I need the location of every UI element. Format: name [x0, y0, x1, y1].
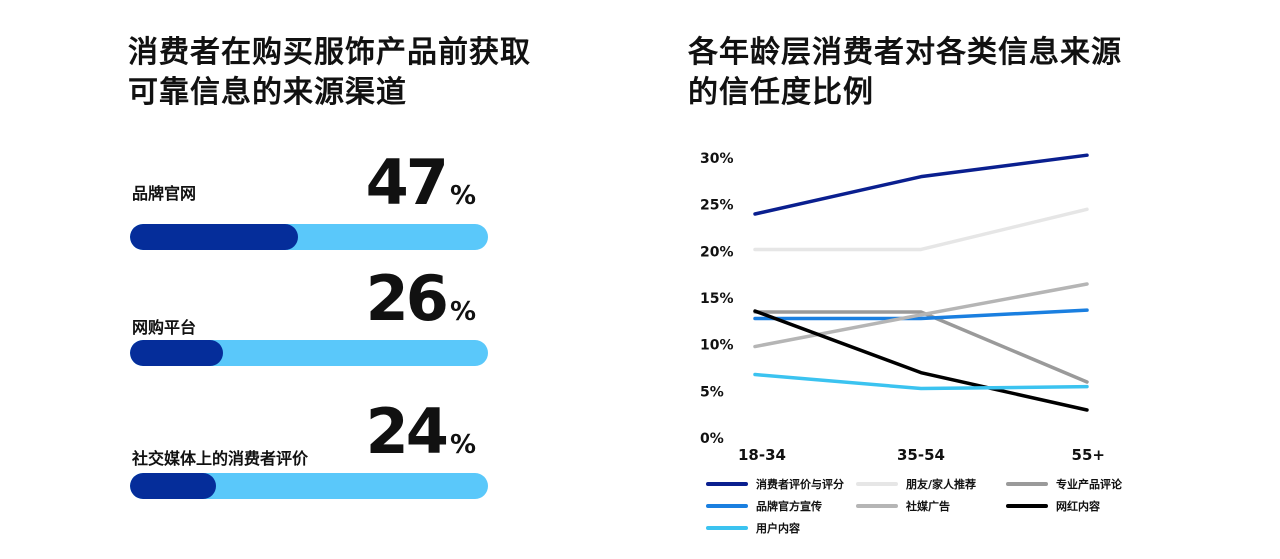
y-tick-label: 5%	[700, 384, 724, 400]
legend-swatch	[1006, 482, 1048, 486]
metric-number: 47	[365, 146, 449, 219]
legend-item: 社媒广告	[856, 498, 950, 514]
series-line-5	[753, 309, 1089, 412]
y-tick-label: 25%	[700, 198, 734, 214]
legend-swatch	[706, 504, 748, 508]
legend-item: 朋友/家人推荐	[856, 476, 976, 492]
metric-label: 社交媒体上的消费者评价	[132, 449, 309, 468]
y-tick-label: 20%	[700, 244, 734, 260]
legend-label: 网红内容	[1056, 500, 1100, 513]
legend-label: 用户内容	[756, 522, 800, 535]
x-tick-label: 35-54	[897, 446, 945, 464]
metric-label: 网购平台	[132, 318, 197, 337]
progress-track	[130, 473, 488, 499]
x-tick-label: 55+	[1072, 446, 1105, 464]
series-line-4	[753, 282, 1089, 349]
left-chart-title: 消费者在购买服饰产品前获取可靠信息的来源渠道	[128, 35, 531, 110]
legend-item: 品牌官方宣传	[706, 498, 822, 514]
legend-swatch	[1006, 504, 1048, 508]
metric-online-shopping: 网购平台 26%	[130, 256, 488, 366]
progress-fill	[130, 473, 216, 499]
metric-value: 24%	[366, 401, 476, 463]
metric-social-reviews: 社交媒体上的消费者评价 24%	[130, 389, 488, 499]
y-tick-label: 15%	[700, 291, 734, 307]
x-tick-label: 18-34	[738, 446, 786, 464]
legend-label: 社媒广告	[906, 500, 950, 513]
series-line-6	[753, 372, 1089, 391]
metric-brand-website: 品牌官网 47%	[130, 140, 488, 250]
legend-swatch	[856, 504, 898, 508]
metric-number: 24	[365, 395, 449, 468]
trust-line-chart: 0% 5% 10% 15% 20% 25% 30% 18-34 35-54 55+	[700, 151, 1105, 464]
y-tick-label: 10%	[700, 338, 734, 354]
metric-unit: %	[449, 297, 476, 327]
progress-fill	[130, 340, 224, 366]
metric-number: 26	[365, 262, 449, 335]
legend-item: 用户内容	[706, 520, 800, 536]
legend-label: 品牌官方宣传	[756, 500, 822, 513]
metric-value: 26%	[366, 268, 476, 330]
legend-label: 专业产品评论	[1056, 478, 1122, 491]
legend-label: 消费者评价与评分	[756, 478, 844, 491]
series-line-3	[753, 308, 1089, 321]
series-line-1	[753, 207, 1089, 252]
progress-fill	[130, 224, 299, 250]
legend-label: 朋友/家人推荐	[906, 478, 977, 491]
progress-track	[130, 340, 488, 366]
legend-item: 消费者评价与评分	[706, 476, 844, 492]
series-line-0	[753, 153, 1089, 216]
progress-track	[130, 224, 488, 250]
legend-swatch	[706, 482, 748, 486]
legend-swatch	[856, 482, 898, 486]
metric-unit: %	[449, 181, 476, 211]
y-tick-label: 0%	[700, 431, 724, 447]
legend-swatch	[706, 526, 748, 530]
metric-value: 47%	[366, 152, 476, 214]
series-line-2	[753, 310, 1089, 384]
y-tick-label: 30%	[700, 151, 734, 167]
metric-unit: %	[449, 430, 476, 460]
legend-item: 专业产品评论	[1006, 476, 1122, 492]
legend-item: 网红内容	[1006, 498, 1100, 514]
right-chart-title: 各年龄层消费者对各类信息来源的信任度比例	[688, 35, 1122, 110]
metric-label: 品牌官网	[132, 184, 197, 203]
